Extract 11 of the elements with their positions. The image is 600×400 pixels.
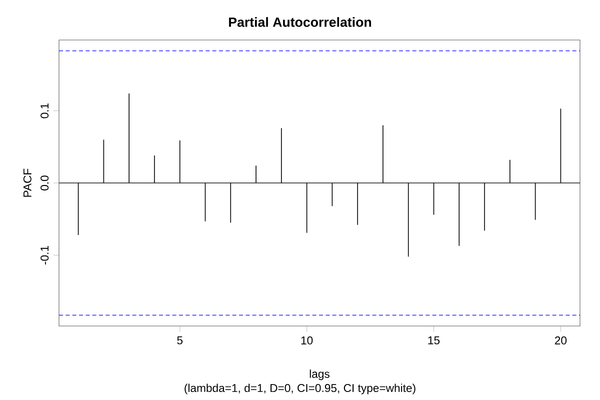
x-tick-label: 15 [428, 336, 440, 344]
y-axis-title: PACF [23, 168, 32, 197]
text: (lambda=1, d=1, D=0, CI=0.95, CI type=white) [184, 384, 416, 394]
chart-title: Partial Autocorrelation [229, 17, 372, 27]
x-tick-label: 5 [177, 336, 183, 344]
x-tick-label: 20 [554, 336, 567, 344]
y-tick-label: 0.0 [40, 176, 49, 190]
y-tick-label: 0.1 [40, 103, 49, 118]
x-axis-title: lags [310, 370, 330, 380]
y-tick-label: -0.1 [40, 246, 49, 264]
x-tick-label: 10 [301, 336, 313, 344]
